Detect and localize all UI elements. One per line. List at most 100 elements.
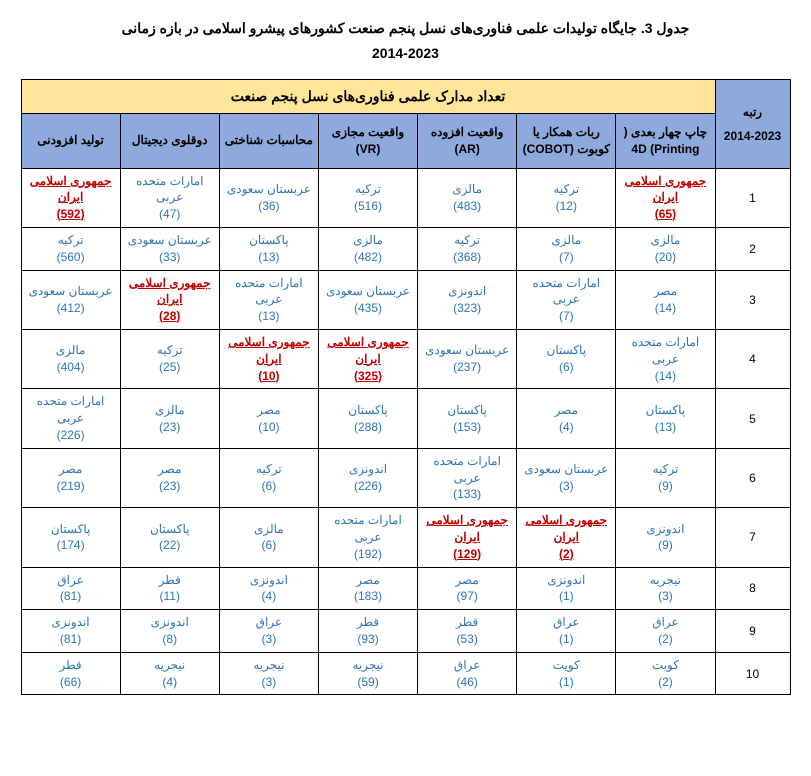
data-cell: امارات متحده عربی(192) [318,508,417,567]
value: (7) [519,308,613,325]
country-name: مالزی [420,181,514,198]
country-name: قطر [420,614,514,631]
data-cell: امارات متحده عربی(133) [418,448,517,507]
table-row: 4امارات متحده عربی(14)پاکستان(6)عربستان … [21,329,790,388]
col-cobot: ربات همکار یا کوبوت (COBOT) [517,114,616,169]
data-cell: ترکیه(516) [318,168,417,227]
rank-cell: 4 [715,329,790,388]
rank-cell: 3 [715,270,790,329]
table-row: 1جمهوری اسلامی ایران(65)ترکیه(12)مالزی(4… [21,168,790,227]
country-name: مصر [420,572,514,589]
country-name: اندونزی [24,614,118,631]
country-name: اندونزی [123,614,217,631]
value: (10) [222,419,316,436]
country-name: مصر [519,402,613,419]
value: (33) [123,249,217,266]
value: (3) [222,631,316,648]
data-cell: ترکیه(368) [418,227,517,270]
data-cell: نیجریه(3) [616,567,715,610]
country-name: پاکستان [222,232,316,249]
country-name: عربستان سعودی [123,232,217,249]
country-name: قطر [321,614,415,631]
value: (10) [222,368,316,385]
country-name: مالزی [24,342,118,359]
rank-cell: 8 [715,567,790,610]
country-name: مالزی [618,232,712,249]
country-name: قطر [123,572,217,589]
value: (59) [321,674,415,691]
country-name: اندونزی [420,283,514,300]
data-cell: عربستان سعودی(33) [120,227,219,270]
country-name: مالزی [321,232,415,249]
country-name: پاکستان [123,521,217,538]
value: (93) [321,631,415,648]
sub-header-row: چاپ چهار بعدی ( 4D (Printing ربات همکار … [21,114,790,169]
data-cell: مصر(10) [219,389,318,448]
data-cell: ترکیه(6) [219,448,318,507]
value: (53) [420,631,514,648]
value: (13) [618,419,712,436]
country-name: عربستان سعودی [519,461,613,478]
rank-cell: 6 [715,448,790,507]
data-cell: عربستان سعودی(435) [318,270,417,329]
country-name: مصر [222,402,316,419]
data-cell: ترکیه(560) [21,227,120,270]
value: (9) [618,478,712,495]
value: (237) [420,359,514,376]
country-name: عربستان سعودی [420,342,514,359]
data-cell: اندونزی(9) [616,508,715,567]
country-name: کویت [618,657,712,674]
country-name: ترکیه [24,232,118,249]
country-name: امارات متحده عربی [123,173,217,207]
value: (4) [123,674,217,691]
value: (404) [24,359,118,376]
country-name: جمهوری اسلامی ایران [519,512,613,546]
country-name: اندونزی [519,572,613,589]
country-name: عراق [24,572,118,589]
table-row: 9عراق(2)عراق(1)قطر(53)قطر(93)عراق(3)اندو… [21,610,790,653]
country-name: امارات متحده عربی [222,275,316,309]
rank-header-label: رتبه [718,105,788,119]
col-ar: واقعیت افزوده (AR) [418,114,517,169]
data-cell: عربستان سعودی(412) [21,270,120,329]
data-cell: مالزی(6) [219,508,318,567]
country-name: عربستان سعودی [222,181,316,198]
data-cell: مالزی(404) [21,329,120,388]
country-name: نیجریه [222,657,316,674]
country-name: مصر [24,461,118,478]
data-cell: ترکیه(12) [517,168,616,227]
data-cell: قطر(66) [21,652,120,695]
data-cell: کویت(2) [616,652,715,695]
data-cell: امارات متحده عربی(226) [21,389,120,448]
data-cell: جمهوری اسلامی ایران(10) [219,329,318,388]
value: (25) [123,359,217,376]
data-cell: مصر(183) [318,567,417,610]
table-row: 5پاکستان(13)مصر(4)پاکستان(153)پاکستان(28… [21,389,790,448]
value: (1) [519,631,613,648]
value: (2) [519,546,613,563]
country-name: امارات متحده عربی [618,334,712,368]
country-name: جمهوری اسلامی ایران [618,173,712,207]
country-name: مالزی [519,232,613,249]
main-header: تعداد مدارک علمی فناوری‌های نسل پنجم صنع… [21,80,715,114]
rank-header-years: 2014-2023 [718,129,788,143]
country-name: عراق [222,614,316,631]
data-cell: اندونزی(323) [418,270,517,329]
country-name: مالزی [123,402,217,419]
data-cell: مصر(4) [517,389,616,448]
data-cell: عراق(81) [21,567,120,610]
value: (6) [519,359,613,376]
value: (22) [123,537,217,554]
data-cell: پاکستان(13) [219,227,318,270]
country-name: جمهوری اسلامی ایران [24,173,118,207]
value: (23) [123,419,217,436]
rank-cell: 5 [715,389,790,448]
country-name: جمهوری اسلامی ایران [123,275,217,309]
country-name: کویت [519,657,613,674]
value: (3) [222,674,316,691]
value: (560) [24,249,118,266]
value: (47) [123,206,217,223]
data-cell: مالزی(7) [517,227,616,270]
country-name: عربستان سعودی [24,283,118,300]
data-cell: امارات متحده عربی(7) [517,270,616,329]
